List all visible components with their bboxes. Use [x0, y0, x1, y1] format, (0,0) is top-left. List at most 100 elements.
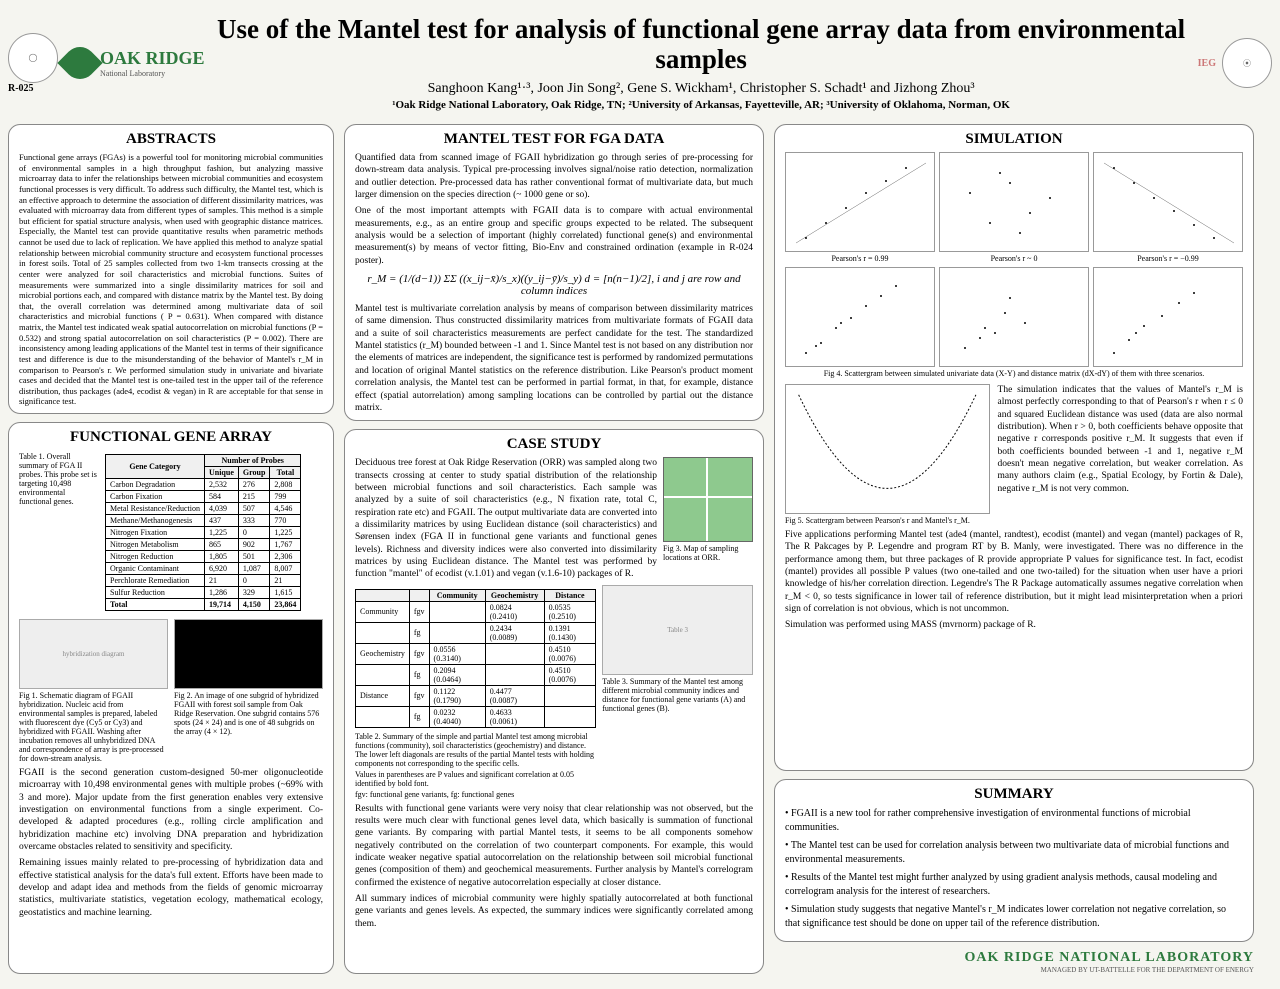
- table-cell: fgv: [409, 685, 429, 706]
- table-cell: 2,532: [204, 479, 238, 491]
- fig3-caption: Fig 3. Map of sampling locations at ORR.: [663, 544, 753, 562]
- scatter-bottom-row: [785, 267, 1243, 367]
- simulation-p1: The simulation indicates that the values…: [998, 384, 1243, 525]
- fig2-image: [174, 619, 323, 689]
- mantel-panel: MANTEL TEST FOR FGA DATA Quantified data…: [344, 124, 764, 421]
- table-cell: 0: [238, 527, 270, 539]
- fga-paragraph-1: FGAII is the second generation custom-de…: [19, 767, 323, 853]
- th-probes: Number of Probes: [204, 455, 300, 467]
- table-cell: 0.1391 (0.1430): [544, 622, 596, 643]
- table-cell: 1,615: [270, 587, 301, 599]
- table-cell: 501: [238, 551, 270, 563]
- table-cell: 1,767: [270, 539, 301, 551]
- university-seal-icon: ⦿: [1222, 38, 1272, 88]
- table-cell: 0.4510 (0.0076): [544, 664, 596, 685]
- sponsor-logo: ◯ R-025: [8, 33, 58, 94]
- mantel-p2: One of the most important attempts with …: [355, 205, 753, 267]
- ieg-logo: IEG: [1198, 58, 1216, 69]
- circle-logo-icon: ◯: [8, 33, 58, 83]
- fig4-caption: Fig 4. Scattergram between simulated uni…: [785, 369, 1243, 378]
- th-category: Gene Category: [106, 455, 205, 479]
- table-cell: [356, 664, 410, 685]
- table-cell: 0.0824 (0.2410): [485, 601, 544, 622]
- table1-caption: Table 1. Overall summary of FGA II probe…: [19, 452, 99, 615]
- table-cell: fg: [409, 664, 429, 685]
- fig1-caption: Fig 1. Schematic diagram of FGAII hybrid…: [19, 691, 168, 763]
- table-header: Distance: [544, 589, 596, 601]
- table3-placeholder: Table 3: [602, 585, 753, 675]
- th-unique: Unique: [204, 467, 238, 479]
- table-cell: 1,087: [238, 563, 270, 575]
- fig5-scatter: [785, 384, 990, 514]
- casestudy-p3: All summary indices of microbial communi…: [355, 893, 753, 930]
- table-cell: 902: [238, 539, 270, 551]
- title-block: Use of the Mantel test for analysis of f…: [215, 15, 1188, 110]
- table-cell: 8,007: [270, 563, 301, 575]
- right-logos: IEG ⦿: [1198, 38, 1272, 88]
- table-cell: 333: [238, 515, 270, 527]
- table-cell: [356, 706, 410, 727]
- scatter-6: [1093, 267, 1243, 367]
- poster-title: Use of the Mantel test for analysis of f…: [215, 15, 1188, 74]
- table-cell: Community: [356, 601, 410, 622]
- footer-logo: OAK RIDGE NATIONAL LABORATORY: [774, 950, 1254, 966]
- table-cell: 276: [238, 479, 270, 491]
- footer: OAK RIDGE NATIONAL LABORATORY MANAGED BY…: [774, 950, 1254, 974]
- table2-key: fgv: functional gene variants, fg: funct…: [355, 790, 596, 799]
- table-cell: Carbon Fixation: [106, 491, 205, 503]
- table3-caption: Table 3. Summary of the Mantel test amon…: [602, 677, 753, 713]
- table-cell: Nitrogen Metabolism: [106, 539, 205, 551]
- summary-title: SUMMARY: [785, 786, 1243, 803]
- table-cell: Methane/Methanogenesis: [106, 515, 205, 527]
- table-header: Community: [429, 589, 485, 601]
- mantel-formula: r_M = (1/(d−1)) ΣΣ ((x_ij−x̄)/s_x)((y_ij…: [355, 273, 753, 297]
- table-cell: 1,286: [204, 587, 238, 599]
- table-cell: 2,808: [270, 479, 301, 491]
- fga-paragraph-2: Remaining issues mainly related to pre-p…: [19, 857, 323, 919]
- column-2: MANTEL TEST FOR FGA DATA Quantified data…: [344, 124, 764, 974]
- table-cell: 23,864: [270, 599, 301, 611]
- table2-caption: Table 2. Summary of the simple and parti…: [355, 732, 596, 768]
- summary-bullet: • FGAII is a new tool for rather compreh…: [785, 807, 1243, 835]
- table-cell: 329: [238, 587, 270, 599]
- table-cell: 0.0535 (0.2510): [544, 601, 596, 622]
- table-cell: 215: [238, 491, 270, 503]
- table-cell: 1,225: [204, 527, 238, 539]
- summary-panel: SUMMARY • FGAII is a new tool for rather…: [774, 779, 1254, 942]
- left-logos: ◯ R-025 OAK RIDGE National Laboratory: [8, 33, 205, 94]
- table-cell: 0.4510 (0.0076): [544, 643, 596, 664]
- table-cell: Geochemistry: [356, 643, 410, 664]
- leaf-icon: [57, 40, 102, 85]
- column-3: SIMULATION Pearson's r = 0.99 Pearson's …: [774, 124, 1254, 974]
- body-columns: ABSTRACTS Functional gene arrays (FGAs) …: [8, 124, 1272, 974]
- fig3-map: [663, 457, 753, 542]
- affiliations: ¹Oak Ridge National Laboratory, Oak Ridg…: [215, 99, 1188, 111]
- table-cell: 0.2434 (0.0089): [485, 622, 544, 643]
- table-cell: 6,920: [204, 563, 238, 575]
- summary-bullets: • FGAII is a new tool for rather compreh…: [785, 807, 1243, 931]
- table-cell: [485, 664, 544, 685]
- simulation-panel: SIMULATION Pearson's r = 0.99 Pearson's …: [774, 124, 1254, 771]
- simulation-p3: Simulation was performed using MASS (mvr…: [785, 619, 1243, 631]
- oakridge-name: OAK RIDGE: [100, 48, 205, 69]
- scatter-2: [939, 152, 1089, 252]
- table-cell: Total: [106, 599, 205, 611]
- table-cell: Organic Contaminant: [106, 563, 205, 575]
- table-cell: Perchlorate Remediation: [106, 575, 205, 587]
- scatter-5: [939, 267, 1089, 367]
- column-1: ABSTRACTS Functional gene arrays (FGAs) …: [8, 124, 334, 974]
- fga-title: FUNCTIONAL GENE ARRAY: [19, 429, 323, 446]
- table-header: Geochemistry: [485, 589, 544, 601]
- table-cell: 0: [238, 575, 270, 587]
- table-cell: 1,805: [204, 551, 238, 563]
- abstracts-title: ABSTRACTS: [19, 131, 323, 148]
- table-cell: 437: [204, 515, 238, 527]
- scatter-1: [785, 152, 935, 252]
- table-cell: 0.1122 (0.1790): [429, 685, 485, 706]
- th-total: Total: [270, 467, 301, 479]
- table-cell: 0.4477 (0.0087): [485, 685, 544, 706]
- table-cell: 0.0556 (0.3140): [429, 643, 485, 664]
- table-cell: 4,150: [238, 599, 270, 611]
- table-cell: 0.2094 (0.0464): [429, 664, 485, 685]
- header: ◯ R-025 OAK RIDGE National Laboratory Us…: [8, 8, 1272, 118]
